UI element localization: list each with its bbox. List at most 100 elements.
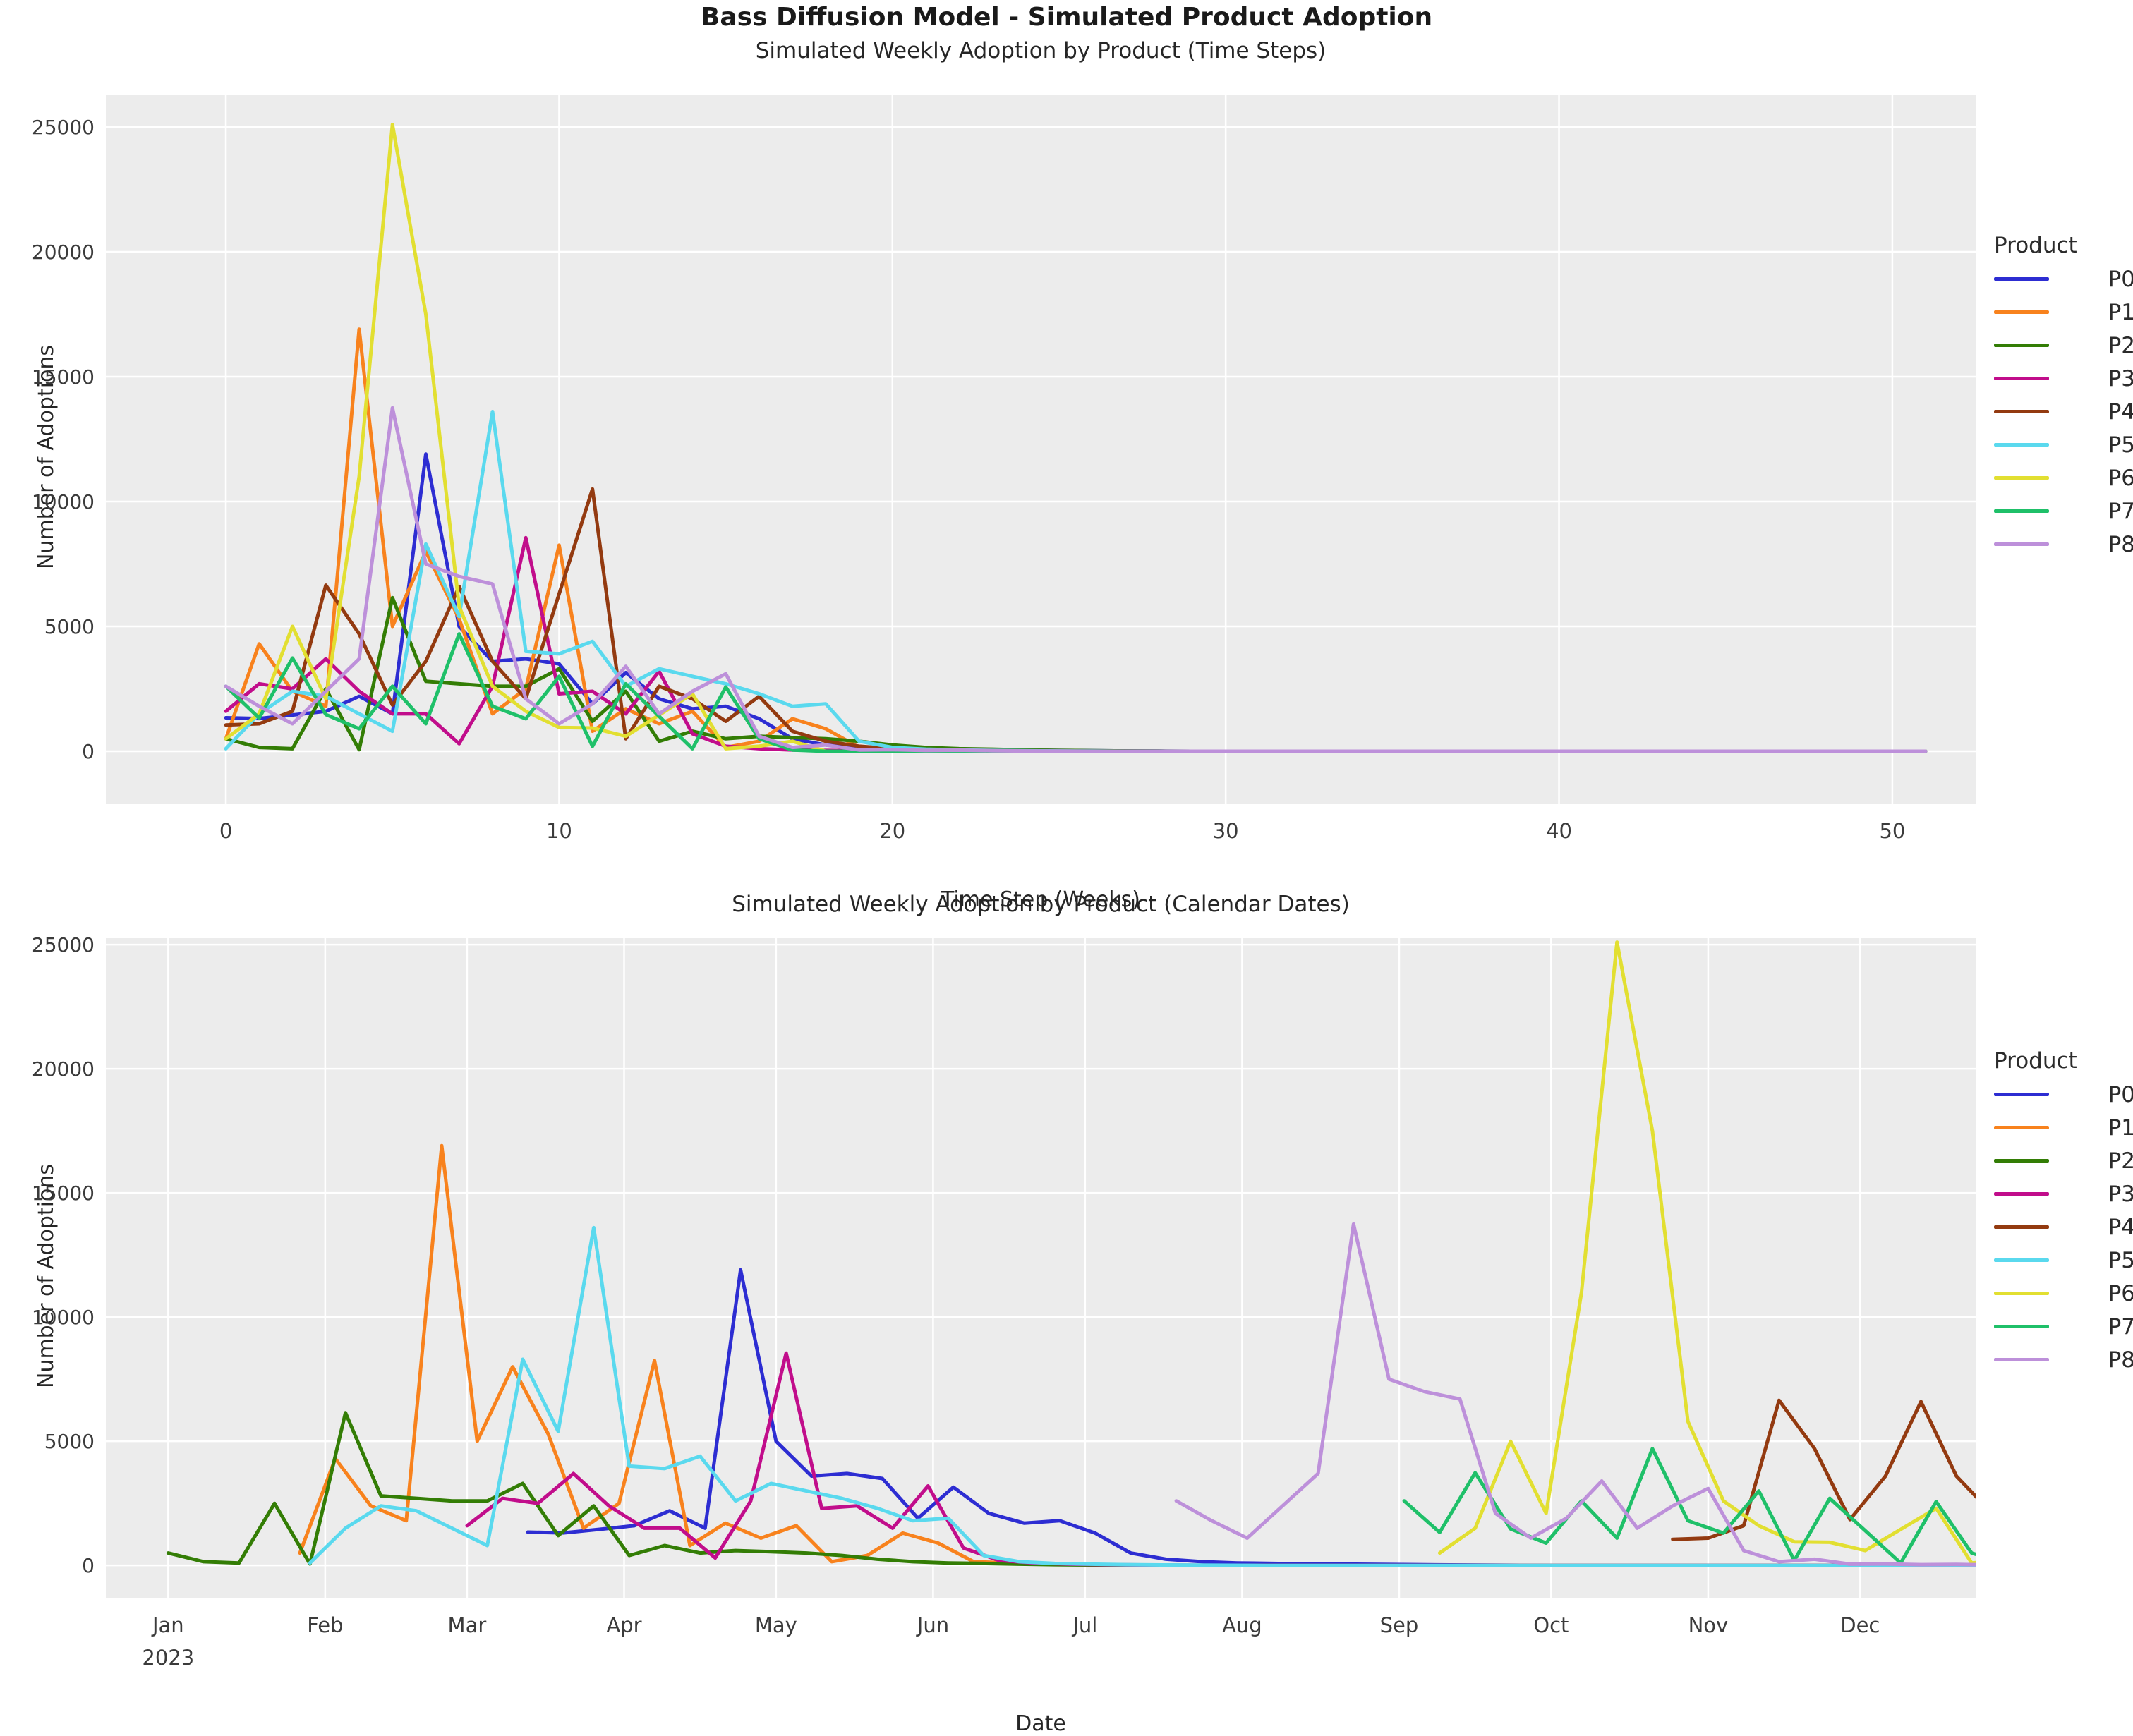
legend-item-P1: P1 — [1994, 1111, 2133, 1144]
x-tick-label: Oct — [1533, 1613, 1569, 1637]
legend-swatch-P3 — [1994, 1192, 2049, 1196]
plot-background — [106, 938, 1976, 1598]
x-tick-label: 40 — [1546, 819, 1572, 843]
x-tick-label: Feb — [307, 1613, 343, 1637]
legend-label: P6 — [2108, 465, 2133, 491]
x-tick-label: 0 — [219, 819, 232, 843]
legend-label: P2 — [2108, 332, 2133, 358]
legend-item-P5: P5 — [1994, 428, 2133, 461]
y-tick-label: 10000 — [32, 1306, 95, 1329]
legend-swatch-P7 — [1994, 509, 2049, 513]
subplot2-legend: Product P0 P1 P2 P3 P4 P5 P6 P7 P8 — [1994, 1048, 2133, 1376]
series-line-P7 — [1402, 1447, 1976, 1565]
legend-swatch-P5 — [1994, 443, 2049, 447]
x-tick-label: Apr — [606, 1613, 641, 1637]
y-tick-label: 20000 — [32, 1057, 95, 1081]
plot-background — [106, 95, 1976, 804]
calendar-dates-chart: Jan 2023 Feb Mar Apr May Jun Jul Aug Sep Oct Nov Dec… — [32, 933, 1976, 1670]
y-tick-label: 20000 — [32, 241, 95, 264]
legend-item-P0: P0 — [1994, 262, 2133, 296]
y-tick-label: 25000 — [32, 933, 95, 957]
legend-label: P8 — [2108, 1347, 2133, 1373]
legend-swatch-P8 — [1994, 1358, 2049, 1361]
legend-swatch-P6 — [1994, 1292, 2049, 1295]
y-tick-label: 0 — [82, 740, 95, 763]
legend-label: P3 — [2108, 1181, 2133, 1207]
x-tick-label: Aug — [1222, 1613, 1262, 1637]
legend-item-P8: P8 — [1994, 1343, 2133, 1376]
legend-label: P5 — [2108, 432, 2133, 458]
x-tick-label: Jul — [1071, 1613, 1097, 1637]
legend-title: Product — [1994, 1048, 2077, 1074]
legend-item-P0: P0 — [1994, 1078, 2133, 1111]
legend-item-P6: P6 — [1994, 461, 2133, 494]
legend-swatch-P4 — [1994, 1225, 2049, 1229]
legend-label: P6 — [2108, 1280, 2133, 1306]
series-line-P8 — [224, 406, 1928, 753]
legend-swatch-P3 — [1994, 377, 2049, 380]
series-line-P4 — [1671, 1398, 1976, 1541]
x-tick-label: 10 — [546, 819, 572, 843]
legend-items: P0 P1 P2 P3 P4 P5 P6 P7 P8 — [1994, 262, 2133, 561]
x-tick-label: Dec — [1840, 1613, 1880, 1637]
legend-item-P2: P2 — [1994, 329, 2133, 362]
legend-item-P7: P7 — [1994, 494, 2133, 528]
legend-swatch-P0 — [1994, 1093, 2049, 1096]
legend-label: P0 — [2108, 1081, 2133, 1107]
x-tick-label: Jun — [916, 1613, 949, 1637]
legend-item-P4: P4 — [1994, 395, 2133, 428]
legend-swatch-P2 — [1994, 344, 2049, 347]
legend-item-P7: P7 — [1994, 1310, 2133, 1343]
legend-swatch-P1 — [1994, 1126, 2049, 1129]
y-tick-label: 5000 — [44, 615, 95, 638]
series-line-P5 — [308, 1225, 1976, 1567]
series-line-P8 — [1174, 1222, 1976, 1567]
x-tick-label: 30 — [1213, 819, 1239, 843]
x-tick-label: 50 — [1879, 819, 1905, 843]
x-tick-label: Jan — [151, 1613, 184, 1637]
legend-swatch-P5 — [1994, 1258, 2049, 1262]
y-tick-label: 5000 — [44, 1430, 95, 1453]
legend-label: P4 — [2108, 399, 2133, 425]
legend-label: P4 — [2108, 1214, 2133, 1240]
y-tick-label: 25000 — [32, 116, 95, 139]
subplot2-x-axis-label: Date — [1015, 1711, 1066, 1736]
legend-label: P0 — [2108, 266, 2133, 292]
legend-swatch-P4 — [1994, 410, 2049, 413]
legend-swatch-P6 — [1994, 476, 2049, 480]
legend-item-P3: P3 — [1994, 362, 2133, 395]
x-tick-label: May — [755, 1613, 797, 1637]
y-tick-label: 0 — [82, 1554, 95, 1577]
legend-item-P4: P4 — [1994, 1210, 2133, 1244]
figure-title: Bass Diffusion Model - Simulated Product… — [700, 3, 1433, 32]
legend-items: P0 P1 P2 P3 P4 P5 P6 P7 P8 — [1994, 1078, 2133, 1376]
legend-item-P8: P8 — [1994, 528, 2133, 561]
y-tick-label: 10000 — [32, 490, 95, 514]
subplot1-x-axis-label: Time Step (Weeks) — [941, 887, 1141, 912]
x-tick-label: Mar — [448, 1613, 487, 1637]
legend-item-P6: P6 — [1994, 1277, 2133, 1310]
legend-item-P2: P2 — [1994, 1144, 2133, 1177]
subplot2-title: Simulated Weekly Adoption by Product (Ca… — [732, 892, 1350, 917]
legend-title: Product — [1994, 233, 2077, 258]
y-tick-label: 15000 — [32, 1182, 95, 1205]
y-tick-label: 15000 — [32, 365, 95, 389]
legend-swatch-P0 — [1994, 277, 2049, 281]
year-label: 2023 — [142, 1646, 194, 1670]
legend-swatch-P8 — [1994, 542, 2049, 546]
legend-item-P5: P5 — [1994, 1244, 2133, 1277]
x-tick-label: 20 — [879, 819, 905, 843]
legend-label: P7 — [2108, 1313, 2133, 1340]
legend-label: P1 — [2108, 299, 2133, 325]
legend-label: P1 — [2108, 1115, 2133, 1141]
legend-item-P1: P1 — [1994, 296, 2133, 329]
time-steps-chart: 0 10 20 30 40 50 0 5000 10000 15000 20000 25000 — [32, 95, 1976, 843]
x-tick-label: Sep — [1380, 1613, 1419, 1637]
legend-swatch-P2 — [1994, 1159, 2049, 1163]
legend-item-P3: P3 — [1994, 1177, 2133, 1210]
subplot1-title: Simulated Weekly Adoption by Product (Ti… — [755, 38, 1327, 63]
subplot1-legend: Product P0 P1 P2 P3 P4 P5 P6 P7 P8 — [1994, 233, 2133, 561]
legend-label: P8 — [2108, 531, 2133, 557]
x-tick-label: Nov — [1688, 1613, 1729, 1637]
legend-label: P7 — [2108, 498, 2133, 524]
